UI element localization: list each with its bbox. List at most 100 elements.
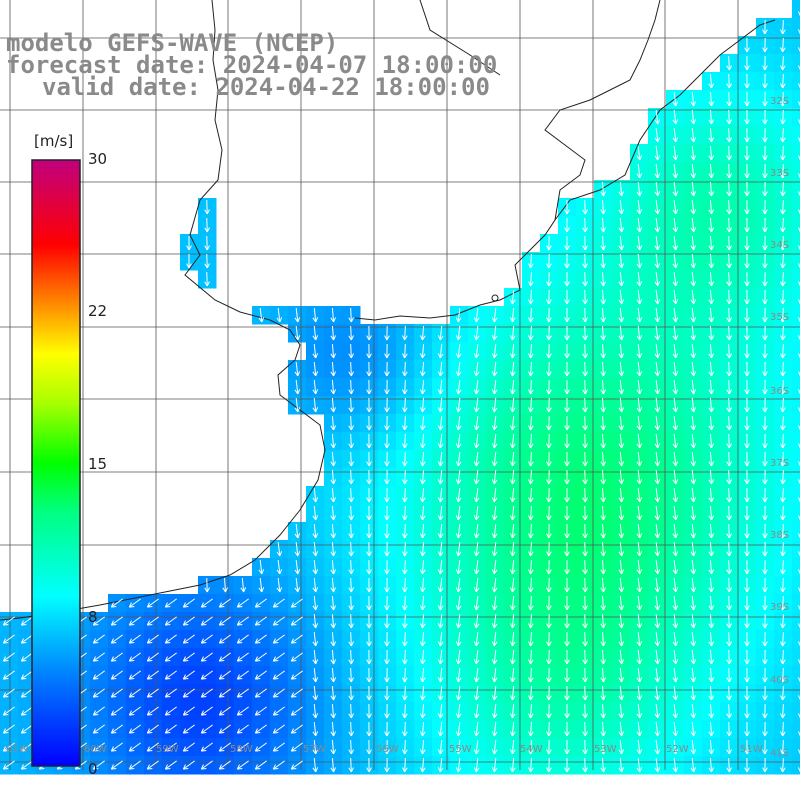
- wind-arrow: [546, 235, 552, 251]
- wind-arrow: [797, 29, 800, 35]
- wind-arrow: [797, 155, 800, 161]
- wind-arrow: [797, 335, 800, 341]
- wind-arrow: [636, 487, 643, 503]
- wind-arrow: [690, 325, 697, 341]
- wind-cell: [792, 702, 800, 721]
- wind-arrow: [276, 559, 283, 575]
- wind-arrow: [527, 253, 534, 269]
- wind-arrow: [726, 163, 732, 179]
- wind-arrow: [744, 577, 750, 593]
- wind-arrow: [708, 289, 715, 305]
- wind-cell: [792, 90, 800, 109]
- wind-arrow: [312, 541, 319, 557]
- wind-arrow: [186, 235, 192, 251]
- wind-cell: [792, 720, 800, 739]
- wind-arrow: [726, 361, 732, 377]
- wind-arrow: [348, 523, 354, 539]
- wind-arrow: [672, 235, 679, 251]
- wind-arrow: [708, 91, 715, 107]
- wind-arrow: [402, 559, 408, 575]
- wind-arrow: [419, 559, 426, 575]
- wind-arrow: [654, 487, 661, 503]
- wind-arrow: [384, 433, 390, 449]
- wind-arrow: [780, 379, 786, 395]
- wind-arrow: [600, 505, 607, 521]
- wind-arrow: [708, 523, 715, 539]
- wind-arrow: [312, 487, 319, 503]
- wind-arrow: [564, 415, 570, 431]
- wind-arrow: [690, 541, 697, 557]
- wind-arrow: [455, 307, 462, 323]
- wind-arrow: [708, 469, 715, 485]
- wind-arrow: [527, 379, 534, 395]
- wind-arrow: [708, 361, 715, 377]
- wind-arrow: [762, 271, 768, 287]
- wind-arrow: [797, 227, 800, 233]
- wind-arrow: [437, 487, 444, 503]
- wind-arrow: [527, 343, 534, 359]
- wind-arrow: [618, 217, 625, 233]
- wind-arrow: [330, 595, 337, 611]
- wind-arrow: [726, 235, 732, 251]
- wind-arrow: [636, 505, 643, 521]
- wind-arrow: [546, 487, 552, 503]
- wind-arrow: [546, 325, 552, 341]
- wind-arrow: [294, 361, 301, 377]
- wind-arrow: [437, 541, 444, 557]
- wind-arrow: [186, 253, 192, 269]
- wind-arrow: [491, 397, 498, 413]
- wind-cell: [792, 576, 800, 595]
- wind-arrow: [509, 577, 516, 593]
- wind-arrow: [744, 487, 750, 503]
- wind-arrow: [636, 271, 643, 287]
- wind-arrow: [726, 73, 732, 89]
- wind-arrow: [726, 451, 732, 467]
- wind-arrow: [455, 487, 462, 503]
- wind-arrow: [455, 361, 462, 377]
- wind-arrow: [726, 217, 732, 233]
- wind-arrow: [744, 289, 750, 305]
- wind-arrow: [366, 523, 372, 539]
- wind-arrow: [419, 523, 426, 539]
- map-grid: [0, 0, 800, 770]
- wind-arrow: [600, 325, 607, 341]
- wind-arrow: [780, 181, 786, 197]
- wind-arrow: [672, 595, 679, 611]
- wind-arrow: [672, 469, 679, 485]
- wind-arrow: [762, 55, 768, 71]
- wind-cell: [792, 270, 800, 289]
- wind-arrow: [600, 235, 607, 251]
- wind-arrow: [491, 595, 498, 611]
- wind-arrow: [366, 595, 372, 611]
- wind-arrow: [797, 389, 800, 395]
- wind-arrow: [708, 379, 715, 395]
- wind-arrow: [366, 361, 372, 377]
- wind-arrow: [744, 127, 750, 143]
- wind-arrow: [654, 451, 661, 467]
- wind-arrow: [744, 595, 750, 611]
- wind-arrow: [618, 487, 625, 503]
- wind-arrow: [762, 199, 768, 215]
- wind-arrow: [437, 505, 444, 521]
- wind-arrow: [600, 433, 607, 449]
- wind-arrow: [744, 433, 750, 449]
- wind-arrow: [797, 479, 800, 485]
- wind-arrow: [762, 127, 768, 143]
- wind-arrow: [636, 397, 643, 413]
- wind-arrow: [384, 343, 390, 359]
- wind-cell: [792, 342, 800, 361]
- wind-arrow: [690, 253, 697, 269]
- wind-arrow: [672, 343, 679, 359]
- wind-arrow: [455, 343, 462, 359]
- wind-arrow: [780, 145, 786, 161]
- wind-arrow: [384, 325, 390, 341]
- wind-arrow: [330, 343, 337, 359]
- wind-arrow: [330, 451, 337, 467]
- wind-arrow: [618, 415, 625, 431]
- wind-arrow: [582, 469, 588, 485]
- wind-arrow: [366, 577, 372, 593]
- wind-arrow: [110, 598, 123, 608]
- wind-arrow: [762, 37, 768, 53]
- wind-cell: [792, 666, 800, 685]
- wind-arrow: [402, 325, 408, 341]
